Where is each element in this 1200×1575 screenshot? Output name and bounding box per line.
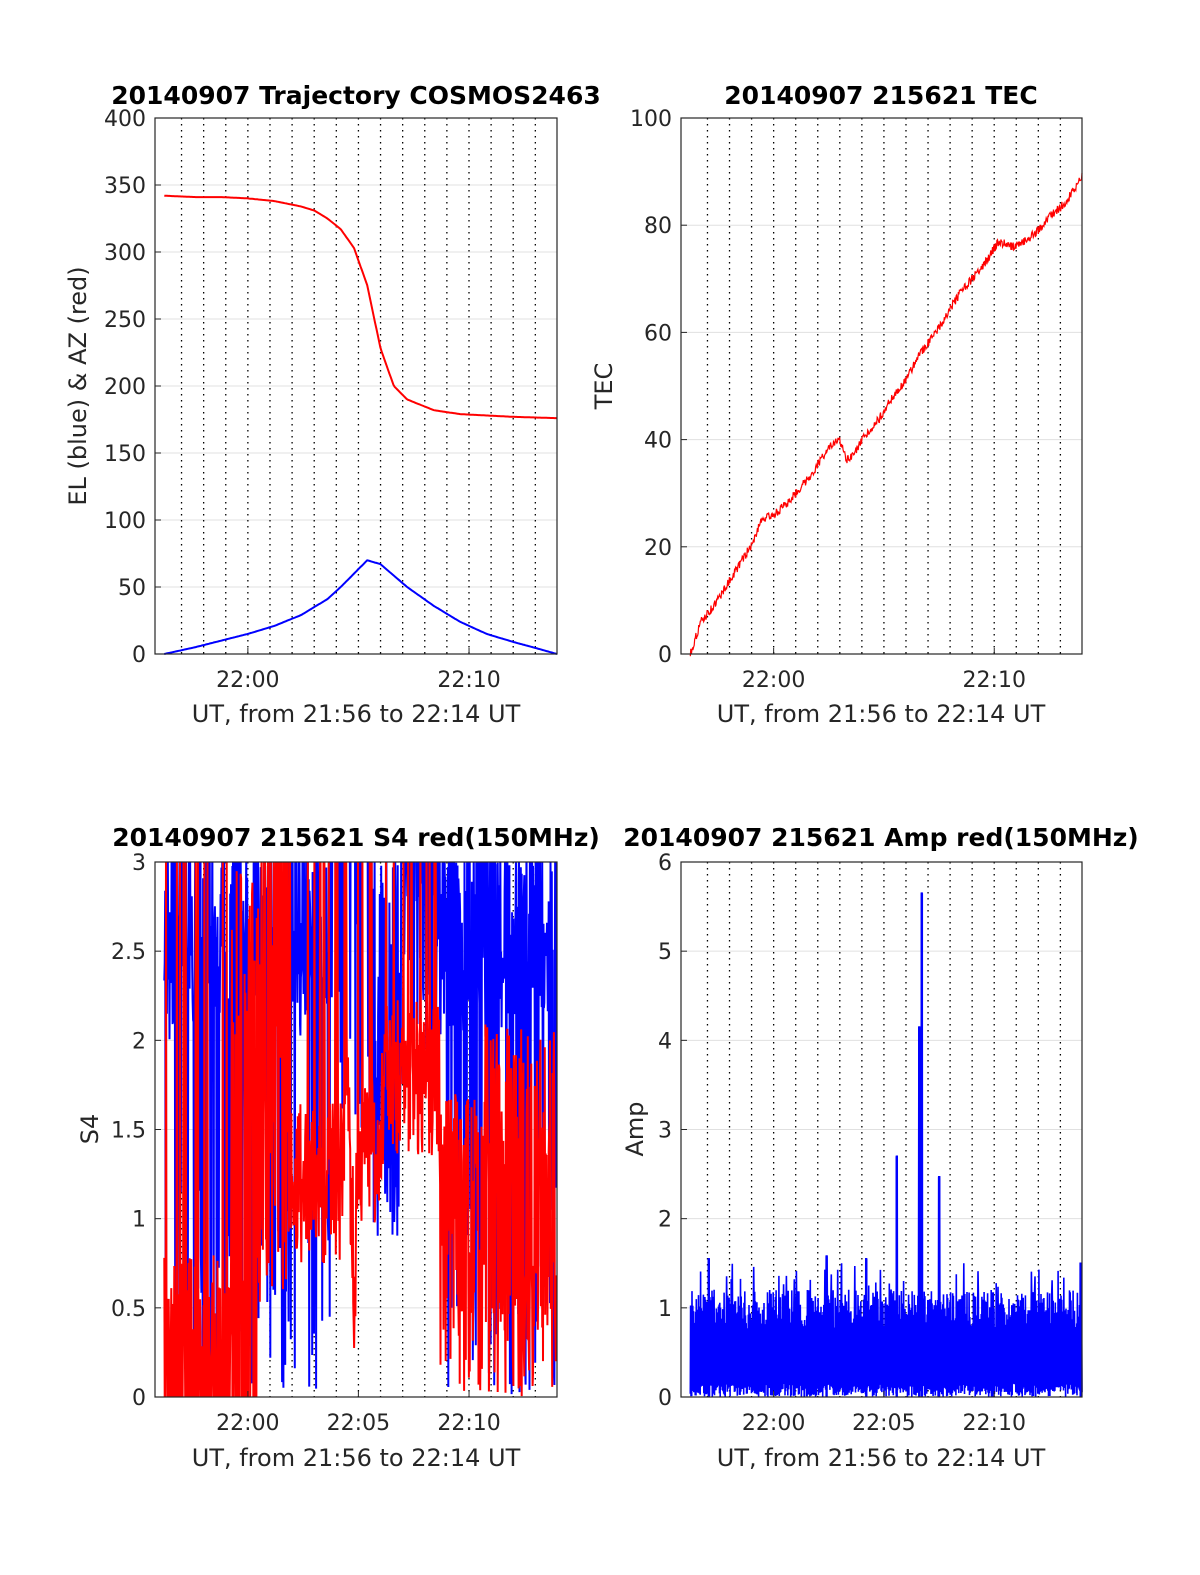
x-axis-label: UT, from 21:56 to 22:14 UT <box>717 1444 1046 1472</box>
panel-tec: 0 20 40 60 80 100 22:00 22:10 20140907 215621 T… <box>590 81 1083 728</box>
series-line <box>164 194 558 420</box>
panel-trajectory: 0 50 100 150 200 250 300 350 400 22:00 22:10 20140… <box>64 81 601 728</box>
plot-area <box>681 118 1082 654</box>
y-tick-label: 6 <box>658 851 672 876</box>
x-tick-label: 22:05 <box>327 1411 390 1436</box>
x-tick-label: 22:05 <box>852 1411 915 1436</box>
y-tick-label: 2 <box>132 1029 146 1054</box>
y-axis-label: EL (blue) & AZ (red) <box>64 266 92 505</box>
series-line <box>163 862 557 1395</box>
x-tick-label: 22:00 <box>742 1411 805 1436</box>
y-tick-label: 300 <box>104 241 146 266</box>
y-axis-label: TEC <box>590 363 618 411</box>
y-tick-label: 4 <box>658 1029 672 1054</box>
x-tick-label: 22:10 <box>963 1411 1026 1436</box>
series-line <box>689 892 1083 1398</box>
y-tick-label: 2 <box>658 1208 672 1233</box>
x-tick-label: 22:10 <box>437 1411 500 1436</box>
x-tick-label: 22:10 <box>963 668 1026 693</box>
y-tick-label: 20 <box>644 536 672 561</box>
y-tick-label: 50 <box>118 576 146 601</box>
y-tick-label: 5 <box>658 940 672 965</box>
x-tick-label: 22:00 <box>216 668 279 693</box>
y-tick-label: 200 <box>104 375 146 400</box>
y-tick-label: 100 <box>104 509 146 534</box>
panel-amp: 0 1 2 3 4 5 6 22:00 22:05 22:10 20140907 215621 A… <box>621 823 1139 1472</box>
y-tick-label: 1.5 <box>111 1119 146 1144</box>
y-axis-label: S4 <box>76 1114 104 1145</box>
y-axis-label: Amp <box>621 1101 649 1156</box>
x-tick-label: 22:00 <box>742 668 805 693</box>
series-group <box>163 862 557 1397</box>
chart-title: 20140907 215621 S4 red(150MHz) <box>112 823 600 852</box>
y-tick-label: 150 <box>104 442 146 467</box>
x-axis-label: UT, from 21:56 to 22:14 UT <box>192 1444 521 1472</box>
x-tick-label: 22:10 <box>437 668 500 693</box>
y-tick-label: 2.5 <box>111 940 146 965</box>
y-tick-label: 3 <box>132 851 146 876</box>
y-tick-label: 1 <box>132 1208 146 1233</box>
chart-title: 20140907 215621 TEC <box>724 81 1037 110</box>
x-tick-label: 22:00 <box>216 1411 279 1436</box>
y-tick-label: 0.5 <box>111 1297 146 1322</box>
x-axis-label: UT, from 21:56 to 22:14 UT <box>717 700 1046 728</box>
chart-title: 20140907 215621 Amp red(150MHz) <box>623 823 1139 852</box>
y-tick-label: 0 <box>132 1386 146 1411</box>
y-tick-label: 0 <box>658 643 672 668</box>
chart-title: 20140907 Trajectory COSMOS2463 <box>111 81 601 110</box>
x-axis-label: UT, from 21:56 to 22:14 UT <box>192 700 521 728</box>
y-tick-label: 80 <box>644 214 672 239</box>
y-tick-label: 1 <box>658 1297 672 1322</box>
y-tick-label: 250 <box>104 308 146 333</box>
plot-frame <box>680 117 1083 655</box>
series-line <box>164 559 558 655</box>
y-tick-label: 100 <box>630 107 672 132</box>
y-tick-label: 0 <box>132 643 146 668</box>
y-tick-label: 0 <box>658 1386 672 1411</box>
y-tick-label: 400 <box>104 107 146 132</box>
panel-s4: 0 0.5 1 1.5 2 2.5 3 22:00 22:05 22:10 20140907 21… <box>76 823 600 1472</box>
y-tick-label: 3 <box>658 1119 672 1144</box>
y-tick-label: 350 <box>104 174 146 199</box>
y-tick-label: 60 <box>644 321 672 346</box>
y-tick-label: 40 <box>644 429 672 454</box>
series-line <box>689 172 1083 657</box>
series-line <box>163 862 557 1397</box>
